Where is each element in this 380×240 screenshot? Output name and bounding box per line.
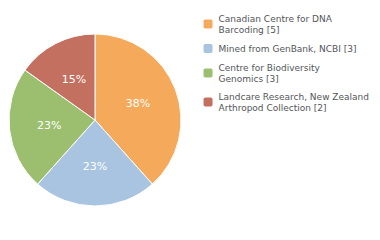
svg-text:Mined from GenBank, NCBI [3]: Mined from GenBank, NCBI [3] [219, 44, 357, 54]
svg-text:23%: 23% [37, 119, 61, 132]
svg-text:Canadian Centre for DNA: Canadian Centre for DNA [219, 14, 333, 24]
svg-text:Centre for Biodiversity: Centre for Biodiversity [219, 63, 321, 73]
svg-text:Arthropod Collection [2]: Arthropod Collection [2] [219, 103, 327, 113]
svg-text:15%: 15% [62, 73, 86, 86]
svg-text:Landcare Research, New Zealand: Landcare Research, New Zealand [219, 92, 369, 102]
svg-text:23%: 23% [83, 160, 107, 173]
svg-text:Genomics [3]: Genomics [3] [219, 74, 279, 84]
svg-text:38%: 38% [126, 97, 150, 110]
svg-text:Barcoding [5]: Barcoding [5] [219, 25, 280, 35]
